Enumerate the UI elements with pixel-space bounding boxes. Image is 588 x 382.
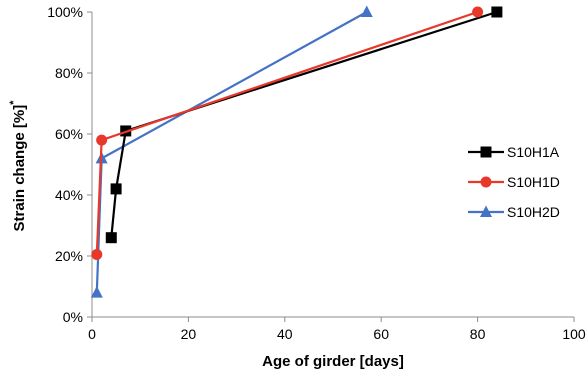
x-tick-label: 80 [470, 326, 486, 342]
data-point-s10h1a [110, 183, 122, 195]
y-tick-label: 60% [55, 126, 83, 142]
series-line-s10h2d [95, 11, 368, 293]
x-tick-label: 60 [373, 326, 389, 342]
legend-label-s10h2d: S10H2D [507, 204, 560, 220]
x-tick-label: 20 [181, 326, 197, 342]
data-point-s10h2d [360, 5, 373, 17]
legend: S10H1A S10H1D S10H2D [468, 144, 560, 220]
x-tick-label: 0 [88, 326, 96, 342]
y-tick-label: 40% [55, 187, 83, 203]
series-layer [90, 5, 503, 298]
legend-marker-s10h2d [480, 205, 492, 217]
legend-marker-s10h1a [480, 146, 492, 158]
legend-label-s10h1d: S10H1D [507, 174, 560, 190]
y-axis-title: Strain change [%]* [8, 100, 28, 232]
data-point-s10h1d [96, 134, 108, 146]
x-axis-title: Age of girder [days] [262, 353, 404, 370]
data-point-s10h2d [90, 286, 103, 298]
y-axis-title-superscript: * [8, 100, 20, 105]
ticks-layer: 0% 20% 40% 60% 80% 100% 0 20 40 60 80 100 [47, 4, 586, 342]
legend-label-s10h1a: S10H1A [507, 144, 560, 160]
series-line-s10h1d [95, 10, 478, 255]
x-tick-label: 100 [562, 326, 586, 342]
y-tick-label: 0% [63, 309, 83, 325]
axes-layer [87, 11, 575, 322]
series-line-s10h1a [110, 10, 498, 238]
data-point-s10h1a [491, 6, 503, 18]
data-point-s10h1d [472, 6, 484, 18]
y-axis-title-group: Strain change [%]* [8, 100, 28, 232]
y-tick-label: 20% [55, 248, 83, 264]
data-point-s10h1d [91, 248, 103, 260]
data-point-s10h1a [105, 232, 117, 244]
y-axis-title-text: Strain change [%] [11, 105, 28, 232]
legend-marker-s10h1d [480, 176, 492, 188]
x-tick-label: 40 [277, 326, 293, 342]
y-tick-label: 100% [47, 4, 83, 20]
y-tick-label: 80% [55, 65, 83, 81]
